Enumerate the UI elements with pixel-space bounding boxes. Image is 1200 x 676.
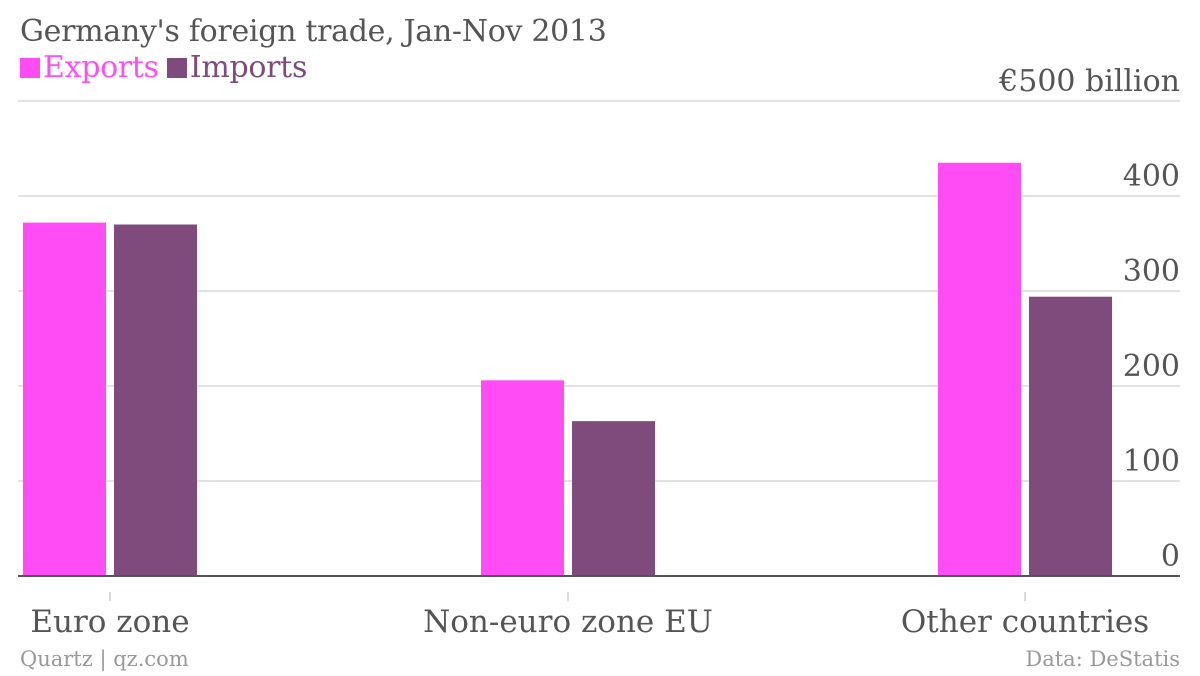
- bar-imports-1: [572, 421, 655, 576]
- bar-exports-1: [481, 380, 564, 576]
- legend-item-imports: Imports: [166, 50, 308, 85]
- legend-item-exports: Exports: [20, 50, 159, 85]
- legend-label-exports: Exports: [43, 50, 159, 85]
- y-tick-label-400: 400: [1123, 159, 1180, 194]
- y-tick-label-300: 300: [1123, 254, 1180, 289]
- y-tick-label-200: 200: [1123, 349, 1180, 384]
- x-tick-label-1: Non-euro zone EU: [423, 604, 713, 640]
- footer-source-left: Quartz | qz.com: [20, 647, 189, 671]
- legend-label-imports: Imports: [189, 50, 308, 85]
- legend-swatch-exports: [20, 57, 40, 78]
- bar-imports-2: [1029, 296, 1112, 576]
- chart-title: Germany's foreign trade, Jan-Nov 2013: [20, 14, 607, 49]
- bar-exports-0: [23, 222, 106, 576]
- y-tick-label-0: 0: [1161, 539, 1180, 574]
- bar-layer: [23, 162, 1112, 576]
- legend: Exports Imports: [20, 50, 315, 85]
- y-tick-label-500: €500 billion: [998, 64, 1180, 99]
- bar-imports-0: [114, 224, 197, 576]
- footer-source-right: Data: DeStatis: [1025, 647, 1180, 671]
- x-tick-label-0: Euro zone: [30, 604, 189, 640]
- label-layer: 0 100 200 300 400 €500 billion Euro zone Non-eu…: [30, 64, 1180, 640]
- y-tick-label-100: 100: [1123, 444, 1180, 479]
- x-tick-label-2: Other countries: [901, 604, 1149, 640]
- axis-layer: [18, 575, 1180, 601]
- legend-swatch-imports: [166, 57, 187, 78]
- bar-exports-2: [938, 162, 1021, 576]
